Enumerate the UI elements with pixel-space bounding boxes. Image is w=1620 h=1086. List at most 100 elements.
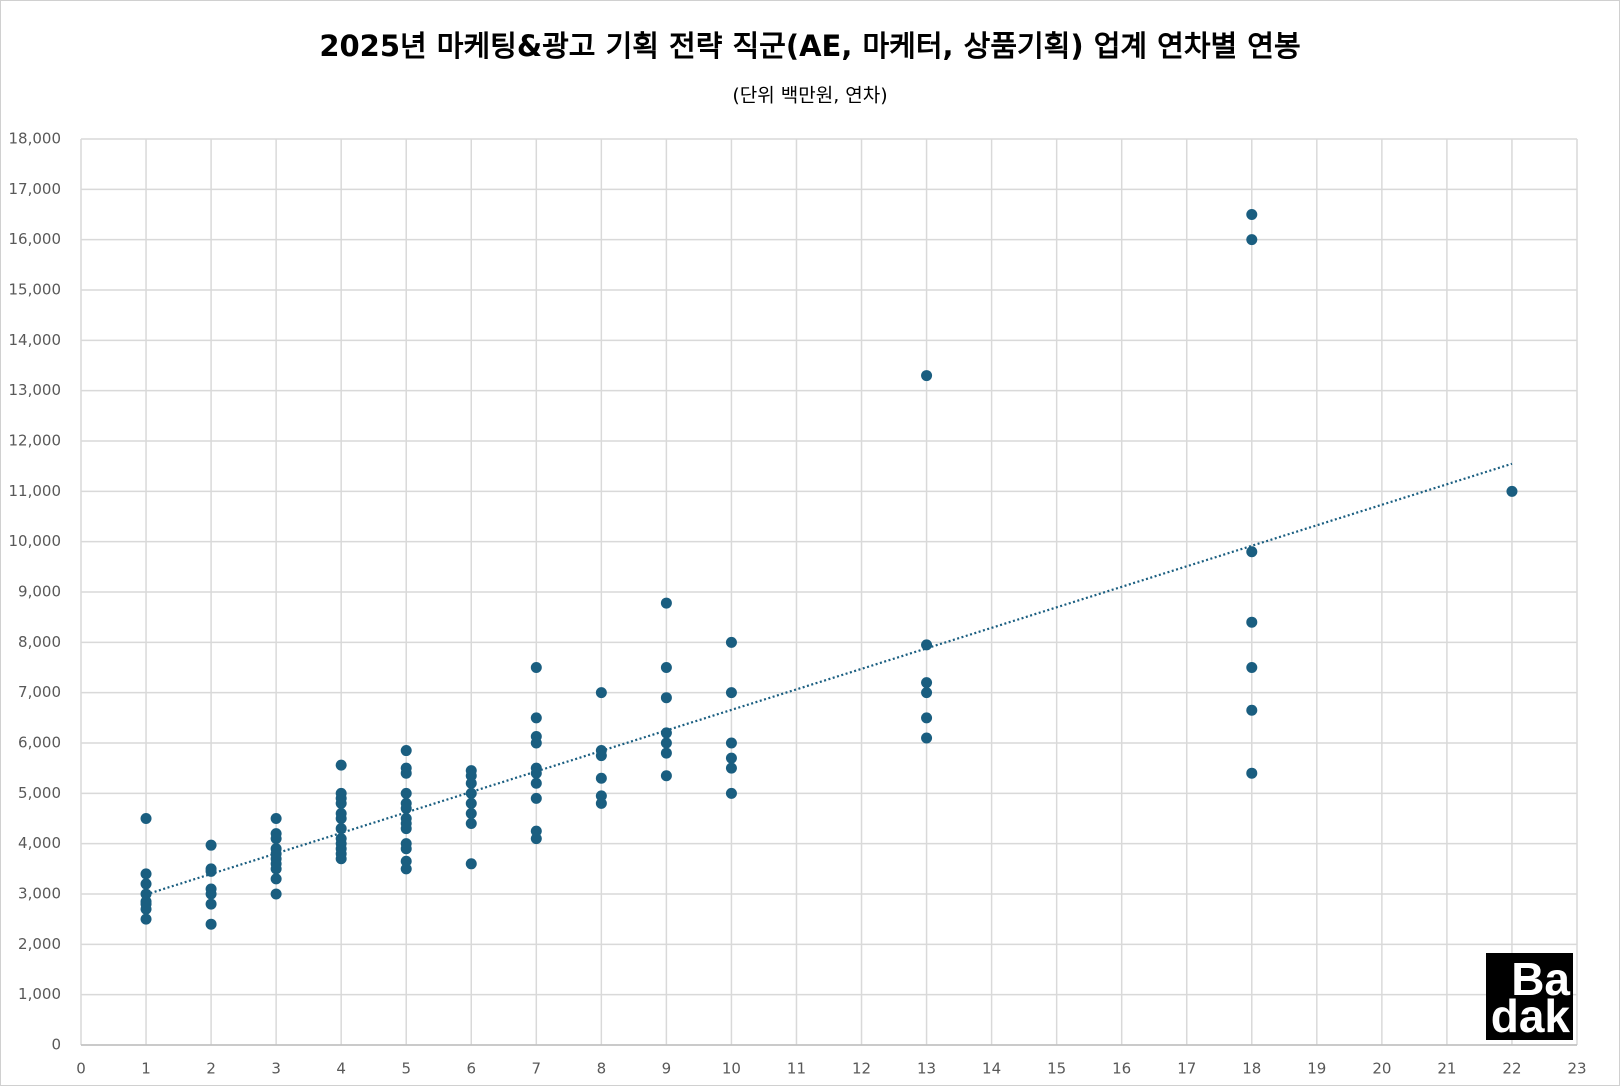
data-point xyxy=(921,639,933,651)
data-point xyxy=(1246,704,1258,716)
data-point xyxy=(725,787,737,799)
data-point xyxy=(725,636,737,648)
data-point xyxy=(660,692,672,704)
data-point xyxy=(335,813,347,824)
data-point xyxy=(660,737,672,749)
x-tick-label: 12 xyxy=(852,1060,871,1078)
data-point xyxy=(140,913,152,925)
data-point xyxy=(140,878,152,890)
y-tick-label: 10,000 xyxy=(9,532,62,550)
x-tick-label: 2 xyxy=(206,1060,216,1078)
x-tick-label: 1 xyxy=(141,1060,151,1078)
data-point xyxy=(1246,662,1258,673)
plot-area xyxy=(140,209,1518,930)
x-tick-label: 13 xyxy=(917,1060,936,1078)
logo-box xyxy=(1486,953,1573,1040)
x-tick-label: 16 xyxy=(1112,1060,1131,1078)
data-point xyxy=(725,737,737,749)
data-point xyxy=(595,797,607,809)
data-point xyxy=(205,839,217,851)
y-tick-label: 15,000 xyxy=(9,281,62,299)
x-tick-label: 8 xyxy=(597,1060,607,1078)
y-tick-label: 6,000 xyxy=(18,734,61,752)
x-tick-label: 7 xyxy=(532,1060,542,1078)
x-tick-label: 9 xyxy=(662,1060,672,1078)
data-point xyxy=(270,873,282,885)
grid: 0 1,000 2,000 3,000 4,000 5,000 6,000 7,000 8,00… xyxy=(9,130,1587,1078)
data-point xyxy=(270,863,282,875)
data-point xyxy=(400,787,412,799)
data-point xyxy=(335,797,347,809)
x-tick-label: 10 xyxy=(722,1060,741,1078)
x-tick-label: 11 xyxy=(787,1060,806,1078)
x-tick-label: 19 xyxy=(1307,1060,1326,1078)
y-tick-label: 12,000 xyxy=(9,432,62,450)
x-tick-label: 21 xyxy=(1437,1060,1456,1078)
data-point xyxy=(205,865,217,877)
data-point xyxy=(270,888,282,900)
data-point xyxy=(400,767,412,779)
x-tick-label: 18 xyxy=(1242,1060,1261,1078)
data-point xyxy=(530,825,542,837)
data-point xyxy=(921,677,933,689)
x-tick-label: 5 xyxy=(401,1060,411,1078)
data-point xyxy=(660,662,672,673)
y-tick-label: 13,000 xyxy=(9,381,62,399)
data-point xyxy=(595,687,607,699)
data-point xyxy=(1246,767,1258,779)
y-tick-label: 0 xyxy=(51,1036,61,1054)
data-point xyxy=(660,727,672,739)
data-point xyxy=(465,787,477,799)
data-point xyxy=(530,737,542,749)
data-point xyxy=(1246,616,1258,628)
y-tick-label: 14,000 xyxy=(9,331,62,349)
x-tick-label: 0 xyxy=(76,1060,86,1078)
data-point xyxy=(530,792,542,804)
y-tick-label: 5,000 xyxy=(18,784,61,802)
data-point xyxy=(530,767,542,779)
trendline xyxy=(145,462,1513,896)
data-point xyxy=(205,888,217,900)
data-point xyxy=(660,597,672,609)
data-point xyxy=(1506,485,1518,497)
data-point xyxy=(335,853,347,865)
data-point xyxy=(400,863,412,875)
data-point xyxy=(725,762,737,774)
logo-text: dak xyxy=(1491,990,1571,1042)
data-point xyxy=(530,833,542,845)
y-tick-label: 16,000 xyxy=(9,230,62,248)
y-tick-label: 1,000 xyxy=(18,985,61,1003)
data-point xyxy=(140,813,152,824)
data-point xyxy=(140,888,152,900)
data-point xyxy=(335,759,347,771)
data-point xyxy=(400,823,412,835)
data-point xyxy=(400,843,412,855)
y-tick-label: 4,000 xyxy=(18,834,61,852)
y-tick-label: 2,000 xyxy=(18,935,61,953)
data-point xyxy=(465,858,477,870)
data-point xyxy=(660,747,672,759)
x-tick-label: 4 xyxy=(336,1060,346,1078)
logo-text: Ba xyxy=(1511,953,1570,1005)
y-tick-label: 17,000 xyxy=(9,180,62,198)
data-point xyxy=(1246,209,1258,220)
data-point xyxy=(465,777,477,789)
chart-title: 2025년 마케팅&광고 기획 전략 직군(AE, 마케터, 상품기획) 업계 … xyxy=(319,29,1300,63)
data-point xyxy=(1246,234,1258,246)
y-tick-label: 3,000 xyxy=(18,885,61,903)
data-point xyxy=(465,797,477,809)
data-point xyxy=(725,687,737,699)
x-tick-label: 17 xyxy=(1177,1060,1196,1078)
data-point xyxy=(1246,546,1258,558)
x-tick-label: 23 xyxy=(1567,1060,1586,1078)
data-point xyxy=(140,903,152,915)
y-tick-label: 8,000 xyxy=(18,633,61,651)
data-point xyxy=(270,833,282,845)
data-point xyxy=(140,868,152,880)
data-point xyxy=(921,712,933,724)
data-point xyxy=(205,898,217,910)
y-tick-label: 9,000 xyxy=(18,583,61,601)
x-tick-label: 3 xyxy=(271,1060,281,1078)
